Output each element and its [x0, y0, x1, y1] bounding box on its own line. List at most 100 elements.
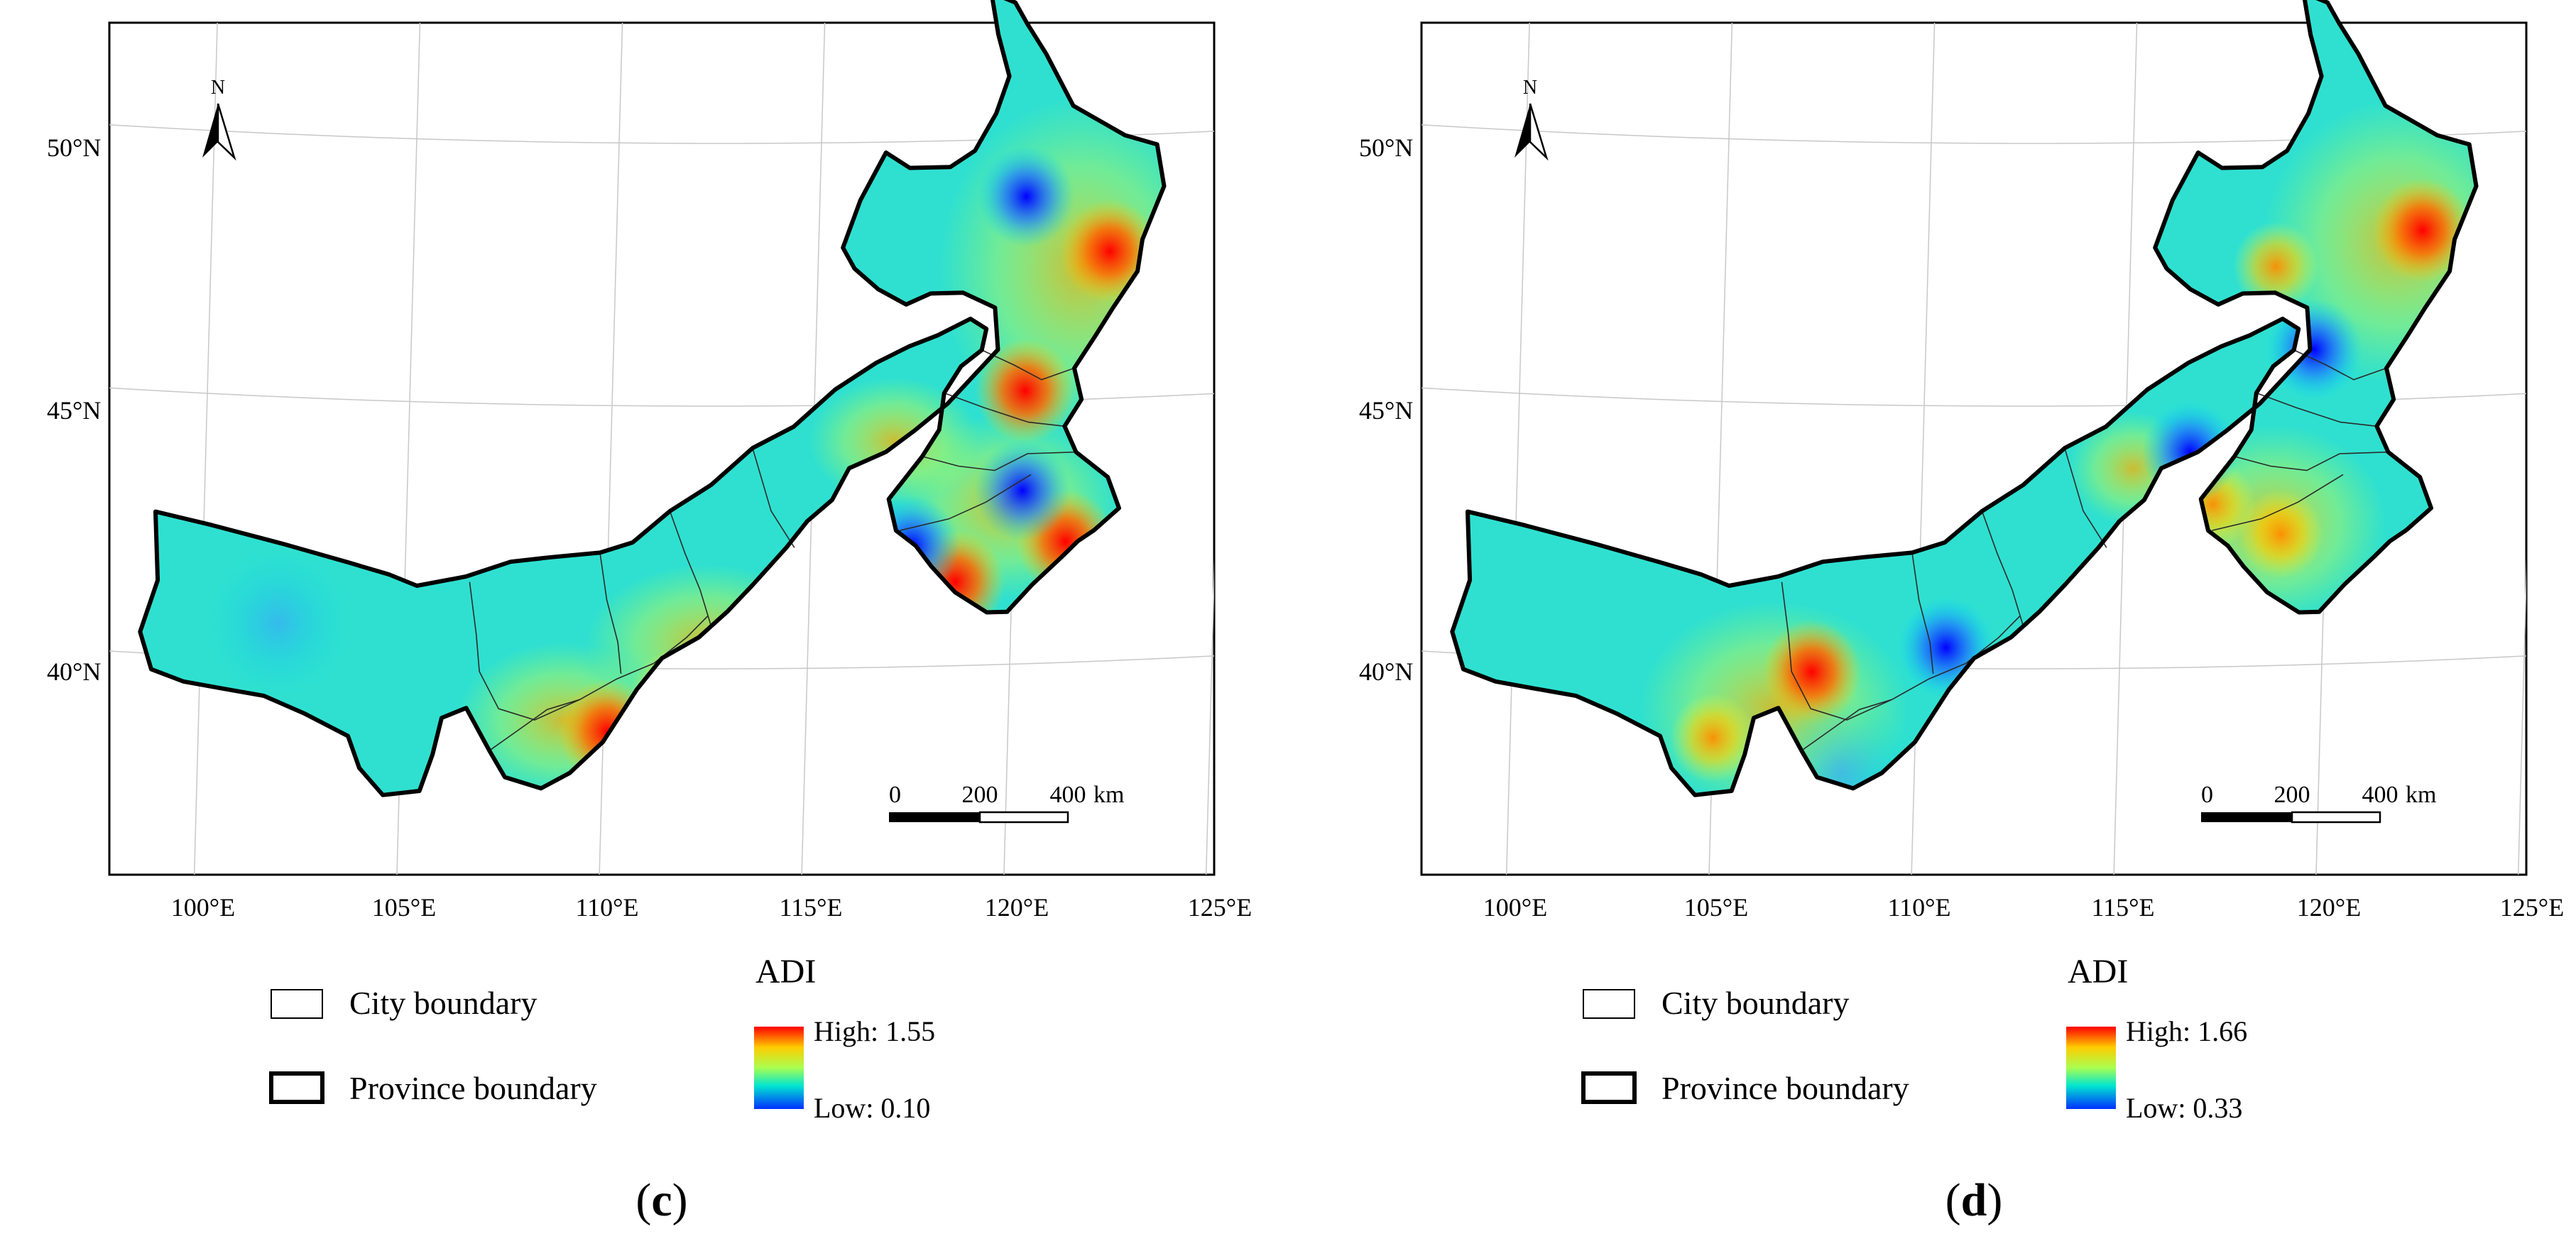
latitude-label: 50°N — [1359, 133, 1413, 162]
adi-low-label: Low: 0.33 — [2126, 1092, 2242, 1124]
panel-label: (d) — [1945, 1174, 2003, 1226]
city-boundary-line — [1911, 552, 1934, 674]
meridian-line — [1301, 0, 1331, 959]
scale-tick-label: 200 — [2274, 782, 2310, 808]
city-boundary-line — [2234, 451, 2389, 471]
scale-tick-label: 0 — [2201, 782, 2213, 808]
adi-mid-high-spot — [2238, 489, 2324, 579]
city-boundary-line — [1781, 581, 1966, 721]
scale-bar-white — [2291, 811, 2381, 824]
adi-legend: ADI High: 1.55 Low: 0.10 — [754, 953, 935, 1124]
adi-high-label: High: 1.55 — [814, 1015, 935, 1047]
meridian-line — [1505, 23, 1530, 875]
city-boundary-line — [2256, 392, 2377, 427]
parallel-line — [1421, 387, 2526, 407]
meridian-line — [0, 0, 19, 959]
boundary-legend: City boundary Province boundary — [1581, 985, 1909, 1106]
longitude-label: 110°E — [575, 893, 638, 922]
adi-low-spot — [978, 146, 1075, 248]
longitude-label: 115°E — [779, 893, 842, 922]
longitude-label: 115°E — [2091, 893, 2154, 922]
province-boundary-swatch — [269, 1071, 324, 1104]
north-label: N — [1523, 77, 1537, 99]
panel-label: (c) — [635, 1174, 687, 1226]
scale-bar-black — [889, 812, 980, 822]
longitude-label: 105°E — [372, 893, 436, 922]
adi-mid-low-spot — [1770, 697, 1913, 795]
city-boundary-line — [2064, 447, 2107, 548]
latitude-label: 40°N — [1359, 657, 1413, 686]
city-boundary-label: City boundary — [1661, 985, 1849, 1021]
region-base — [140, 0, 1164, 795]
meridian-line — [1911, 23, 1936, 875]
province-boundary-swatch — [1581, 1071, 1637, 1104]
city-boundary-line — [922, 451, 1076, 471]
longitude-label: 100°E — [171, 893, 235, 922]
city-boundary-line — [900, 474, 1032, 531]
scale-bar-white — [978, 811, 1069, 824]
parallel-line — [1181, 897, 2576, 932]
city-boundary-swatch — [1583, 989, 1635, 1019]
north-arrow-icon — [1515, 103, 1549, 161]
city-boundary-line — [469, 581, 654, 721]
longitude-label: 100°E — [1483, 893, 1547, 922]
adi-mid-high-spot — [2233, 222, 2319, 312]
city-boundary-swatch — [271, 989, 323, 1019]
city-boundary-label: City boundary — [349, 985, 537, 1021]
meridian-line — [1708, 23, 1733, 875]
longitude-label: 125°E — [1188, 893, 1252, 922]
meridian-line — [599, 23, 623, 875]
scale-tick-label: 0 — [889, 782, 901, 808]
longitude-label: 120°E — [985, 893, 1049, 922]
north-arrow-icon — [202, 103, 236, 161]
latitude-label: 45°N — [47, 396, 101, 425]
meridian-line — [193, 23, 218, 875]
province-boundary-label: Province boundary — [349, 1070, 597, 1106]
scale-bar: 0 200 400 km — [889, 782, 1124, 824]
latitude-label: 40°N — [47, 657, 101, 686]
city-boundary-line — [2212, 474, 2344, 531]
city-boundary-line — [944, 392, 1065, 427]
adi-low-spot — [974, 439, 1071, 542]
boundary-legend: City boundary Province boundary — [269, 985, 597, 1106]
city-boundary-line — [981, 349, 1075, 381]
scale-tick-label: 400 — [2362, 782, 2398, 808]
longitude-label: 120°E — [2297, 893, 2361, 922]
north-label: N — [211, 77, 225, 99]
adi-mid-high-spot — [1670, 693, 1756, 783]
adi-high-spot — [975, 338, 1075, 443]
scale-bar: 0 200 400 km — [2201, 782, 2436, 824]
map-panel-d: 50°N 45°N 40°N 100°E 105°E 110°E 115°E 120°E 125… — [1181, 0, 2576, 1226]
city-boundary-line — [669, 510, 712, 628]
scale-unit-label: km — [2406, 782, 2436, 808]
meridian-line — [2517, 557, 2526, 875]
city-boundary-line — [489, 699, 580, 751]
adi-legend-title: ADI — [755, 953, 816, 990]
parallel-line — [1421, 124, 2526, 144]
city-boundary-line — [1801, 699, 1892, 751]
longitude-label: 105°E — [1684, 893, 1748, 922]
parallel-line — [109, 124, 1214, 144]
adi-mid-low-spot — [207, 548, 349, 698]
meridian-line — [1205, 557, 1214, 875]
latitude-label: 50°N — [47, 133, 101, 162]
adi-color-ramp — [2066, 1027, 2116, 1109]
scale-unit-label: km — [1093, 782, 1124, 808]
city-boundary-line — [752, 447, 795, 548]
adi-color-ramp — [754, 1027, 804, 1109]
adi-legend: ADI High: 1.66 Low: 0.33 — [2066, 953, 2247, 1124]
region-base — [1452, 0, 2477, 795]
province-boundary-line — [138, 0, 1167, 797]
adi-high-spot — [2372, 177, 2472, 283]
province-boundary-line — [1450, 0, 2479, 797]
latitude-label: 45°N — [1359, 396, 1413, 425]
city-boundary-line — [1981, 510, 2024, 628]
scale-tick-label: 200 — [962, 782, 998, 808]
scale-tick-label: 400 — [1050, 782, 1086, 808]
parallel-line — [109, 387, 1214, 407]
adi-legend-title: ADI — [2068, 953, 2128, 990]
longitude-label: 125°E — [2500, 893, 2564, 922]
meridian-line — [396, 23, 421, 875]
adi-high-label: High: 1.66 — [2126, 1015, 2247, 1047]
